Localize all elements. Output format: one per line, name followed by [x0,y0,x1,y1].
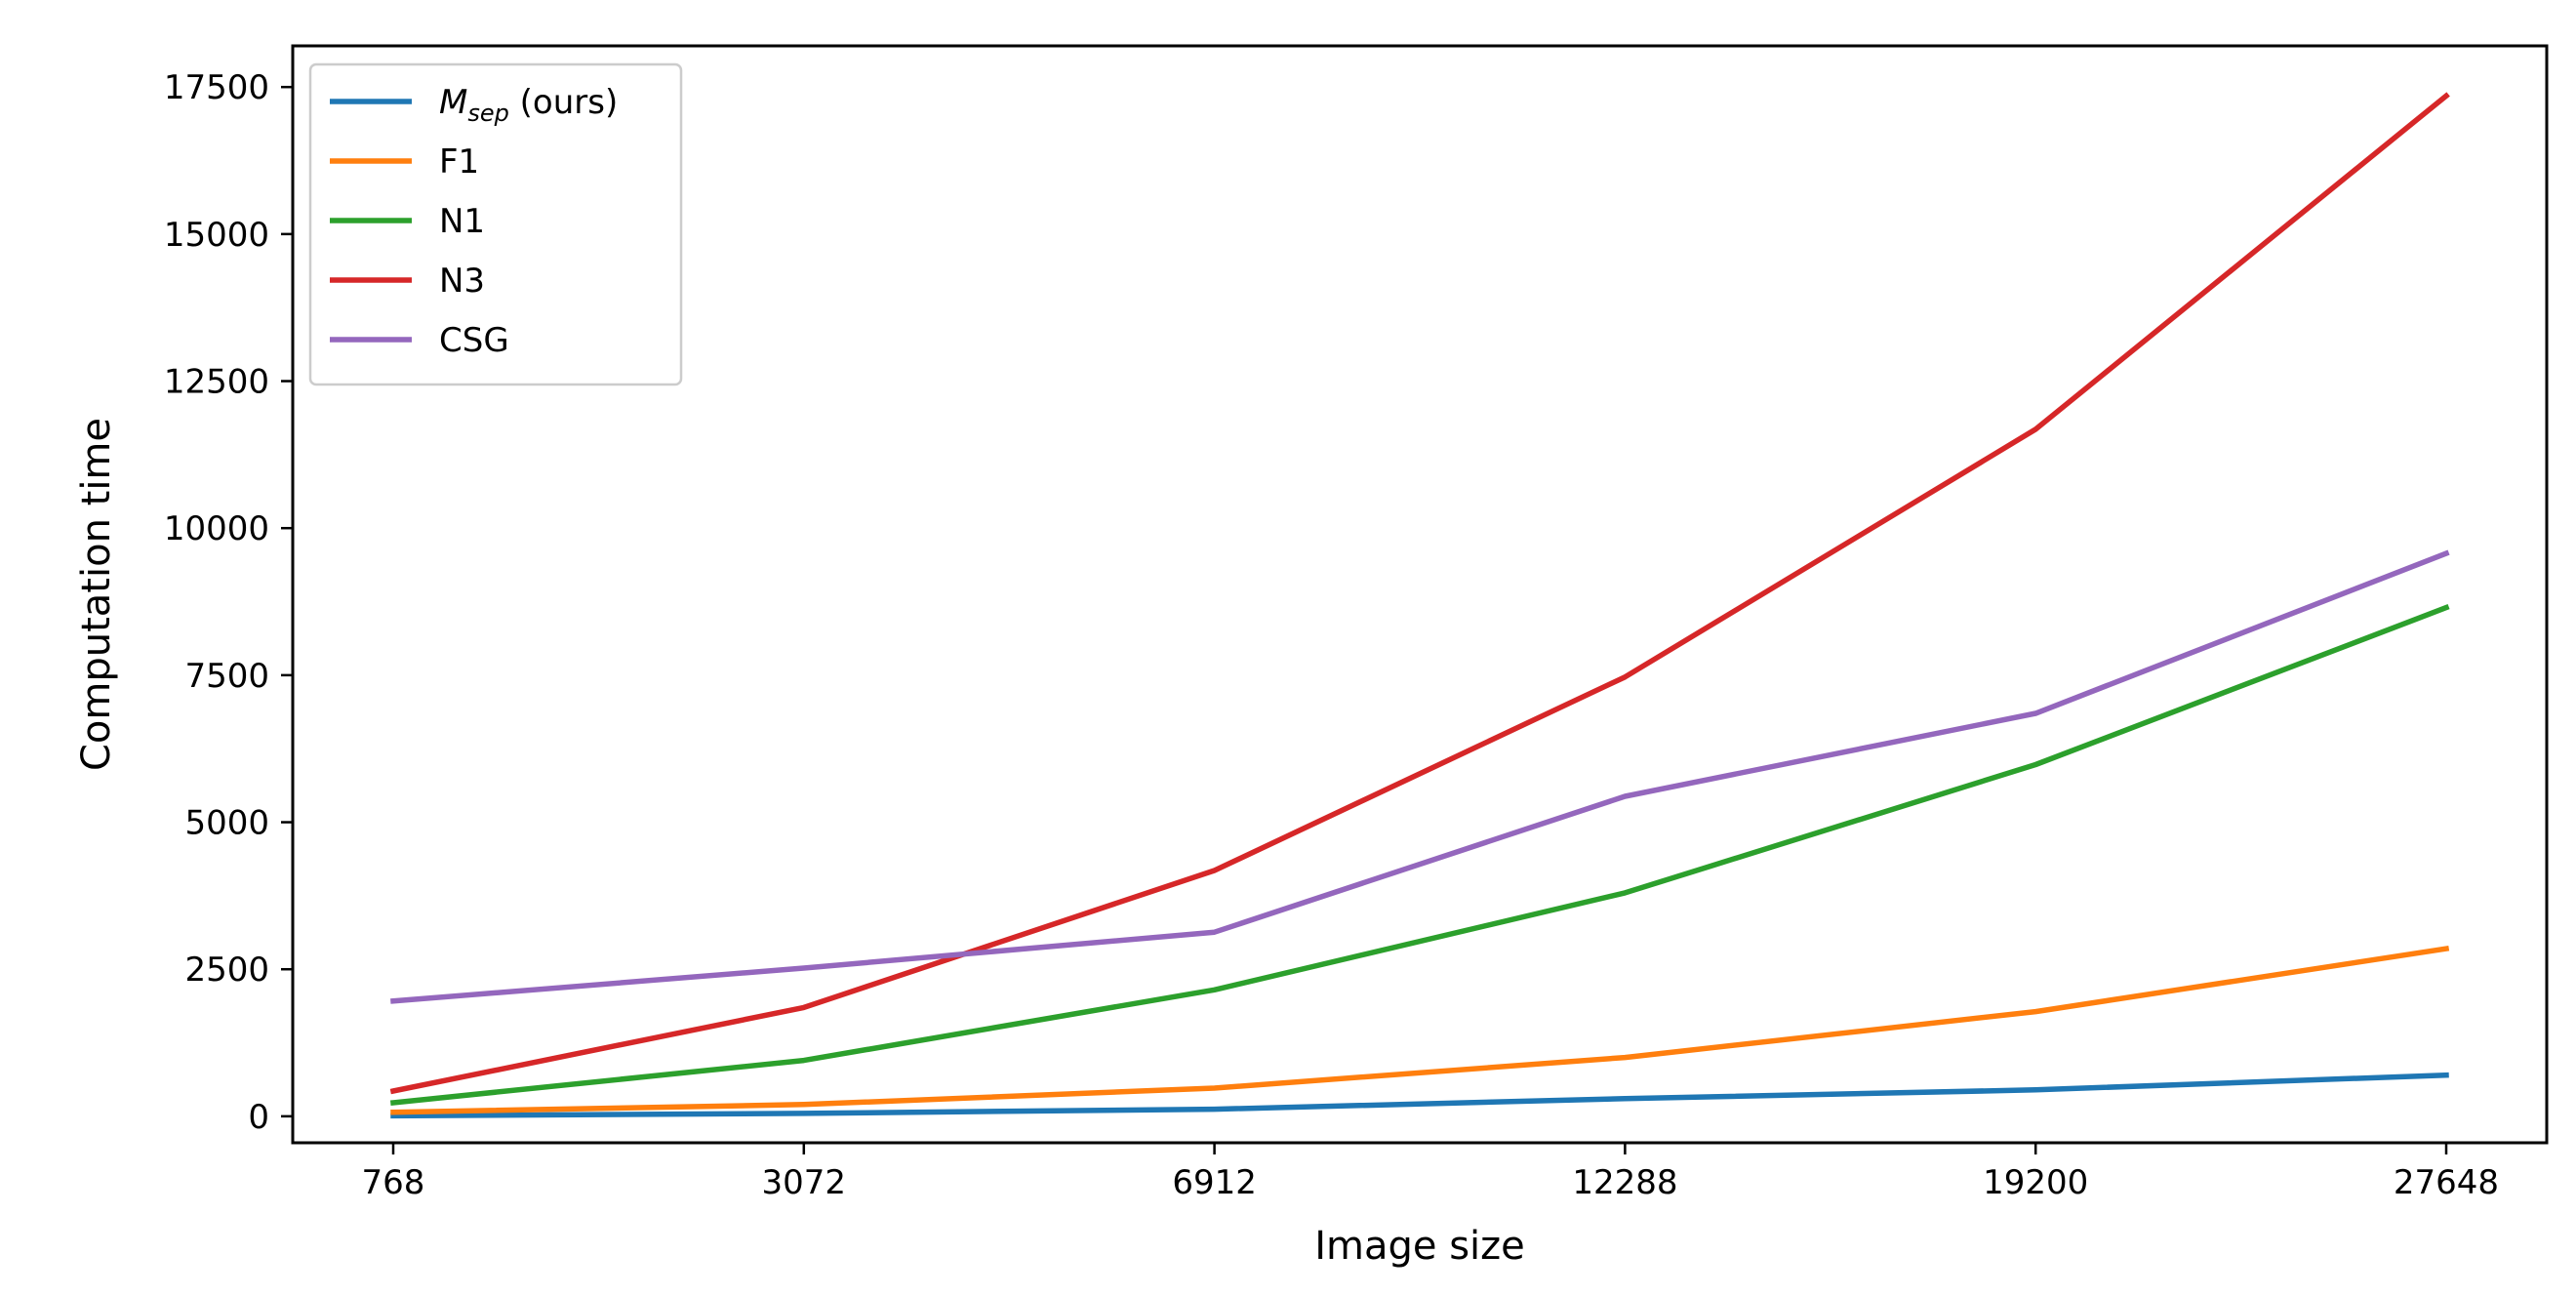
y-tick-label: 15000 [164,216,269,255]
y-tick-label: 5000 [184,804,269,843]
legend-entry-label: N3 [439,262,485,301]
y-tick-label: 17500 [164,68,269,107]
legend-entry-label: F1 [439,142,479,182]
y-tick-label: 7500 [184,657,269,696]
legend-box [308,62,683,386]
y-tick-label: 10000 [164,509,269,548]
y-axis: 0 2500 5000 7500 10000 12500 15000 17500 [164,68,293,1137]
legend-msep-subscript: sep [467,100,509,127]
series-line-csg [390,549,2450,1004]
legend-entry-label: CSG [439,321,509,360]
x-tick-label: 27648 [2394,1163,2499,1202]
series-line-n3 [389,92,2450,1095]
legend-entry-label: N1 [439,202,485,241]
x-axis: 768 3072 6912 12288 19200 27648 [362,1143,2499,1202]
plot-frame [291,44,2549,1145]
legend-msep-suffix: (ours) [509,83,618,122]
y-tick-label: 2500 [184,951,269,990]
legend-entry-label: Msep (ours) [439,83,618,127]
x-tick-label: 12288 [1572,1163,1677,1202]
y-axis-label: Computation time [74,418,119,771]
y-tick-label: 12500 [164,363,269,402]
x-tick-label: 19200 [1983,1163,2088,1202]
x-tick-label: 6912 [1172,1163,1257,1202]
legend-msep-main: M [439,83,467,122]
legend: Msep (ours) F1 N1 N3 CSG [308,62,683,386]
x-tick-label: 768 [362,1163,425,1202]
y-tick-label: 0 [248,1098,269,1137]
series-line-m-sep-ours- [390,1072,2449,1119]
series-line-n1 [389,604,2450,1107]
x-tick-label: 3072 [762,1163,847,1202]
series-layer [389,92,2450,1119]
x-axis-label: Image size [1314,1224,1525,1269]
series-line-f1 [390,945,2450,1115]
